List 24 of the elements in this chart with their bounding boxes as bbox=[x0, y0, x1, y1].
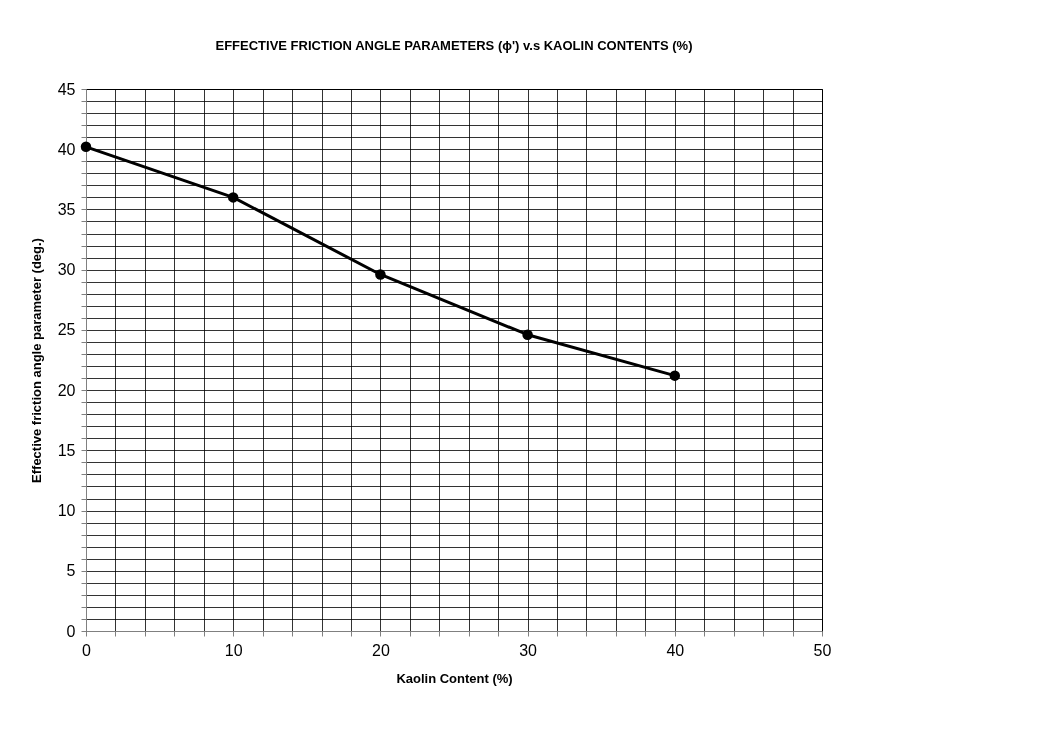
x-tick-label: 10 bbox=[224, 641, 243, 659]
point bbox=[375, 269, 386, 280]
y-axis-title: Effective friction angle parameter (deg.) bbox=[28, 238, 44, 483]
y-tick-label: 45 bbox=[57, 80, 76, 98]
x-tick-label: 20 bbox=[372, 641, 390, 659]
y-tick-label: 40 bbox=[57, 140, 76, 158]
y-tick-label: 35 bbox=[57, 200, 76, 218]
x-axis-title: Kaolin Content (%) bbox=[396, 670, 513, 686]
x-tick-label: 40 bbox=[666, 641, 685, 659]
point bbox=[80, 141, 92, 153]
point bbox=[227, 192, 239, 203]
x-tick-label: 50 bbox=[813, 641, 832, 659]
x-tick-label: 30 bbox=[519, 641, 538, 659]
point bbox=[669, 370, 681, 381]
chart-title: EFFECTIVE FRICTION ANGLE PARAMETERS (ϕ') v.s KAOLIN CONTENTS (%) bbox=[215, 38, 693, 53]
y-tick-label: 30 bbox=[57, 261, 76, 279]
y-tick-label: 25 bbox=[57, 321, 76, 339]
y-tick-label: 20 bbox=[57, 381, 76, 399]
point bbox=[522, 329, 533, 340]
y-tick-label: 5 bbox=[66, 562, 76, 580]
y-tick-label: 10 bbox=[57, 502, 76, 520]
y-tick-label: 15 bbox=[57, 441, 76, 459]
y-tick-label: 0 bbox=[66, 622, 76, 640]
x-tick-label: 0 bbox=[82, 641, 92, 659]
